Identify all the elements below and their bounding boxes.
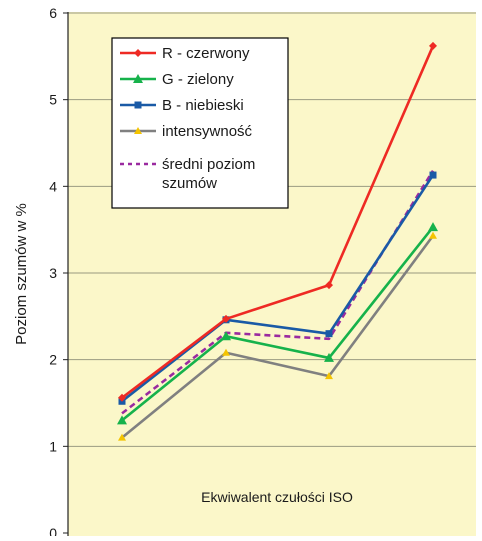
data-point-marker <box>325 372 333 380</box>
series-group <box>118 41 437 402</box>
y-tick-label: 4 <box>49 178 57 194</box>
legend-box <box>111 37 289 209</box>
series-group <box>117 222 438 425</box>
legend-label: R - czerwony <box>162 45 250 62</box>
legend-item: średni poziom szumów <box>120 156 255 192</box>
annotation-text: Ekwiwalent czułości ISO <box>201 489 353 505</box>
y-tick-label: 5 <box>49 92 57 108</box>
y-tick-label: 2 <box>49 352 57 368</box>
data-point-marker <box>118 433 126 441</box>
data-point-marker <box>117 415 127 425</box>
data-point-marker <box>133 74 143 83</box>
series-line <box>121 226 435 422</box>
data-point-marker <box>221 331 231 341</box>
data-point-marker <box>324 352 334 362</box>
data-point-marker <box>222 348 230 356</box>
legend-item: R - czerwony <box>120 45 250 62</box>
legend-label-line: średni poziom <box>162 156 255 173</box>
legend-label: B - niebieski <box>162 97 244 114</box>
data-point-marker <box>134 49 142 57</box>
y-tick-label: 0 <box>49 525 57 536</box>
legend-label: średni poziom szumów <box>162 156 255 192</box>
legend-label: intensywność <box>162 123 253 140</box>
legend-label-line: szumów <box>162 175 217 192</box>
legend-item: G - zielony <box>120 71 234 88</box>
series-line <box>121 45 435 399</box>
y-axis: 0 1 2 3 4 5 6 <box>49 5 69 541</box>
legend-label: G - zielony <box>162 71 234 88</box>
data-point-marker <box>222 314 230 323</box>
series-line <box>121 234 435 439</box>
data-point-marker <box>429 231 437 239</box>
data-point-marker <box>325 281 333 290</box>
data-point-marker <box>118 393 126 402</box>
y-tick-label: 6 <box>49 5 57 21</box>
series-line <box>121 174 435 403</box>
data-point-marker <box>325 330 333 338</box>
series-lines <box>117 41 438 441</box>
series-group <box>118 231 437 441</box>
data-point-marker <box>429 171 437 179</box>
y-axis-title: Poziom szumów w % <box>13 203 30 345</box>
y-tick-label: 1 <box>49 438 57 454</box>
data-point-marker <box>134 127 142 134</box>
data-point-marker <box>429 41 437 50</box>
y-tick-label: 3 <box>49 265 57 281</box>
data-point-marker <box>428 222 438 232</box>
legend-item: B - niebieski <box>120 97 244 114</box>
data-point-marker <box>134 101 142 109</box>
legend: R - czerwony G - zielony B - niebieski inte… <box>111 37 289 209</box>
legend-item: intensywność <box>120 123 253 140</box>
